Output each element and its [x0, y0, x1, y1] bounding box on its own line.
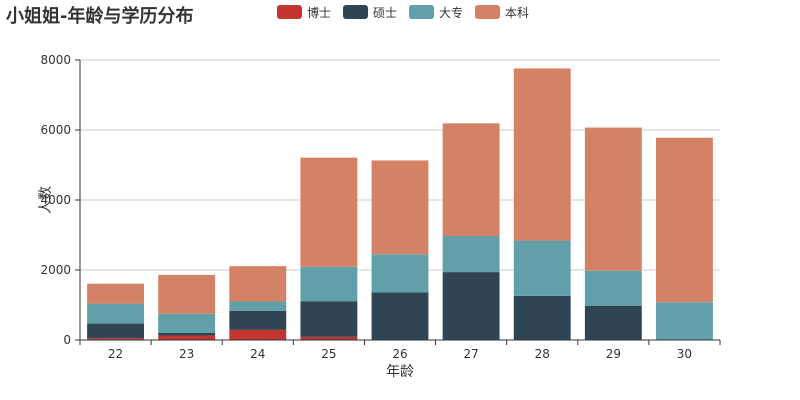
x-tick-label: 25 — [321, 347, 336, 361]
y-tick-label: 6000 — [40, 123, 71, 137]
y-tick-label: 0 — [63, 333, 71, 347]
bar-segment[interactable] — [443, 123, 500, 236]
x-tick-label: 24 — [250, 347, 265, 361]
bar-segment[interactable] — [372, 160, 429, 254]
x-axis-title: 年龄 — [386, 364, 414, 380]
bars — [87, 68, 713, 340]
bar-segment[interactable] — [229, 330, 286, 340]
bar-segment[interactable] — [514, 241, 571, 296]
bar-segment[interactable] — [158, 333, 215, 335]
bar-segment[interactable] — [300, 302, 357, 337]
bar-segment[interactable] — [300, 267, 357, 302]
x-tick-label: 27 — [463, 347, 478, 361]
x-tick-label: 26 — [392, 347, 407, 361]
x-tick-label: 29 — [606, 347, 621, 361]
bar-segment[interactable] — [158, 275, 215, 314]
y-tick-label: 8000 — [40, 53, 71, 67]
bar-segment[interactable] — [300, 158, 357, 267]
y-tick-label: 2000 — [40, 263, 71, 277]
bar-segment[interactable] — [585, 306, 642, 340]
bar-segment[interactable] — [514, 68, 571, 240]
bar-segment[interactable] — [372, 254, 429, 292]
bar-segment[interactable] — [87, 284, 144, 304]
x-tick-label: 28 — [535, 347, 550, 361]
x-tick-label: 30 — [677, 347, 692, 361]
bar-segment[interactable] — [443, 236, 500, 272]
bar-segment[interactable] — [585, 128, 642, 271]
bar-segment[interactable] — [443, 272, 500, 340]
bar-segment[interactable] — [656, 302, 713, 340]
bar-segment[interactable] — [656, 138, 713, 303]
bar-segment[interactable] — [229, 311, 286, 330]
y-axis-title: 人数 — [38, 186, 54, 214]
bar-segment[interactable] — [514, 296, 571, 340]
bar-segment[interactable] — [229, 266, 286, 301]
bar-segment[interactable] — [229, 302, 286, 311]
bar-segment[interactable] — [158, 335, 215, 340]
bar-segment[interactable] — [87, 304, 144, 324]
x-tick-label: 23 — [179, 347, 194, 361]
bar-segment[interactable] — [87, 324, 144, 339]
x-tick-label: 22 — [108, 347, 123, 361]
bar-segment[interactable] — [158, 314, 215, 333]
bar-segment[interactable] — [585, 271, 642, 306]
bar-segment[interactable] — [372, 292, 429, 340]
